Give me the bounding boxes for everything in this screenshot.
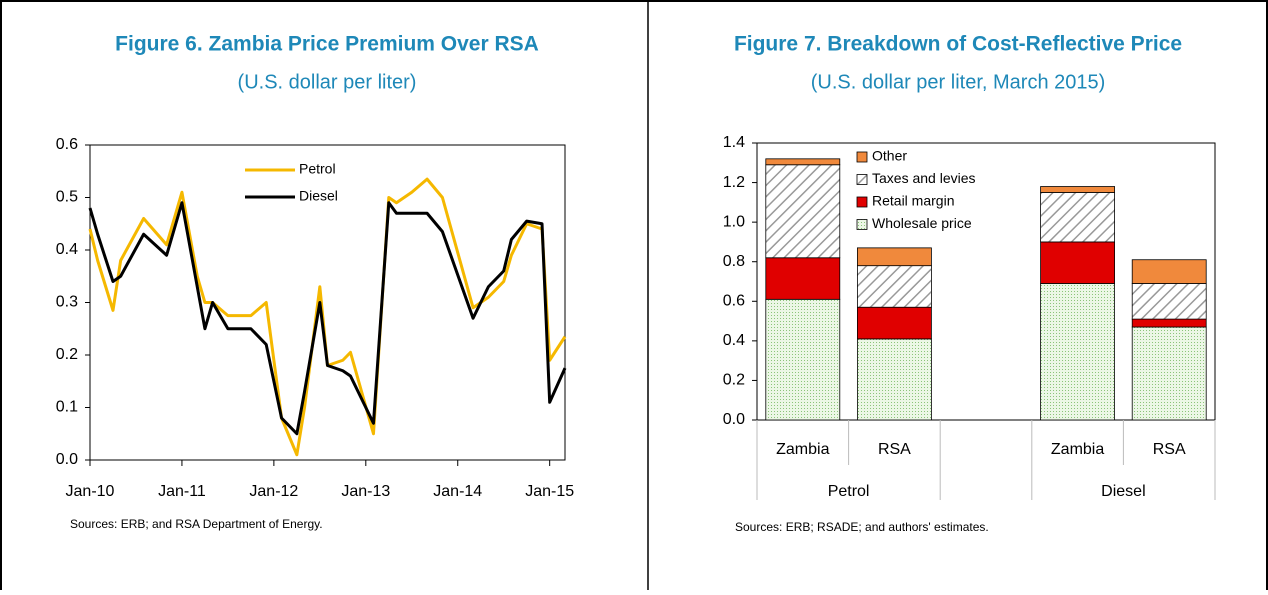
x-tick-label: Zambia	[776, 441, 829, 458]
x-tick-label: Zambia	[1051, 441, 1104, 458]
y-tick-label: 0.8	[723, 253, 745, 270]
legend-label: Other	[872, 148, 907, 164]
chart-title: Figure 6. Zambia Price Premium Over RSA	[115, 33, 539, 56]
legend-label: Diesel	[299, 188, 338, 204]
bar-segment	[765, 164, 841, 259]
bar-segment	[765, 158, 841, 166]
source-note: Sources: ERB; and RSA Department of Ener…	[70, 517, 323, 531]
bar-segment	[1040, 283, 1115, 421]
bar-segment	[857, 247, 932, 267]
source-note: Sources: ERB; RSADE; and authors' estima…	[735, 520, 989, 534]
y-tick-label: 0.2	[56, 346, 78, 363]
bar-segment	[765, 257, 841, 300]
legend-label: Taxes and levies	[872, 170, 976, 186]
x-tick-label: Jan-10	[66, 483, 115, 500]
legend-label: Retail margin	[872, 193, 954, 209]
bar-segment	[1131, 283, 1207, 320]
plot-frame	[89, 144, 566, 461]
chart-subtitle: (U.S. dollar per liter)	[238, 71, 417, 93]
y-tick-label: 0.4	[56, 241, 78, 258]
y-tick-label: 0.4	[723, 332, 745, 349]
group-label: Petrol	[828, 483, 870, 500]
x-tick-label: Jan-11	[158, 483, 206, 500]
y-tick-label: 0.5	[56, 189, 78, 206]
x-tick-label: Jan-14	[433, 483, 482, 500]
y-tick-label: 1.4	[723, 134, 745, 151]
y-tick-label: 0.2	[723, 372, 745, 389]
y-tick-label: 1.0	[723, 213, 745, 230]
bar-segment	[1131, 318, 1207, 328]
y-tick-label: 0.6	[56, 136, 78, 153]
legend-label: Wholesale price	[872, 215, 972, 231]
y-tick-label: 1.2	[723, 174, 745, 191]
bar-segment	[1131, 259, 1207, 284]
bar-segment	[857, 306, 932, 340]
x-tick-label: Jan-12	[249, 483, 298, 500]
group-label: Diesel	[1101, 483, 1145, 500]
bar-segment	[765, 298, 841, 421]
x-tick-label: Jan-15	[525, 483, 574, 500]
legend-swatch	[856, 174, 868, 185]
x-tick-label: RSA	[1153, 441, 1186, 458]
x-tick-label: RSA	[878, 441, 911, 458]
bar-segment	[857, 265, 932, 308]
legend-swatch	[856, 151, 868, 163]
y-tick-label: 0.1	[56, 399, 78, 416]
data-line	[88, 177, 567, 457]
plot-frame	[756, 142, 1216, 421]
bar-segment	[1040, 186, 1115, 193]
legend-label: Petrol	[299, 161, 336, 177]
y-tick-label: 0.6	[723, 293, 745, 310]
data-line	[88, 201, 567, 436]
x-tick-label: Jan-13	[341, 483, 390, 500]
bar-segment	[1040, 192, 1115, 243]
bar-segment	[1040, 241, 1115, 284]
bar-segment	[1131, 326, 1207, 421]
y-tick-label: 0.0	[723, 411, 745, 428]
bar-segment	[857, 338, 932, 421]
y-tick-label: 0.3	[56, 294, 78, 311]
legend-swatch	[856, 219, 868, 230]
y-tick-label: 0.0	[56, 451, 78, 468]
legend-swatch	[856, 196, 868, 208]
chart-subtitle: (U.S. dollar per liter, March 2015)	[811, 71, 1106, 93]
chart-title: Figure 7. Breakdown of Cost-Reflective P…	[734, 33, 1182, 56]
